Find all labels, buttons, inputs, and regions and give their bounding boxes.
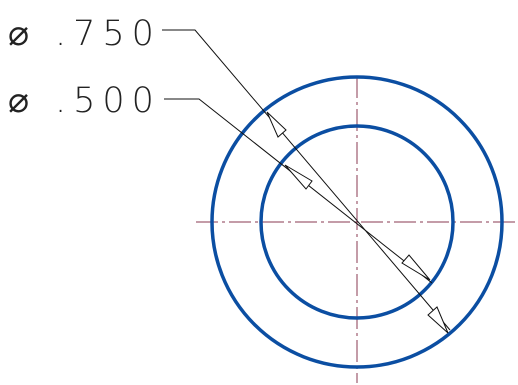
outer-circle: [210, 75, 504, 369]
arrowhead-750-upper: [266, 111, 287, 138]
dimension-label-750: ⌀ .750: [8, 14, 161, 54]
diameter-value-500: .500: [55, 81, 161, 121]
inner-circle: [259, 124, 455, 320]
leader-line-500: [164, 98, 433, 284]
arrowhead-500-upper: [284, 164, 313, 190]
arrowhead-750-lower: [427, 306, 449, 334]
arrowhead-500-lower: [401, 254, 431, 281]
diameter-symbol-500: ⌀: [8, 81, 36, 121]
diameter-value-750: .750: [55, 14, 161, 54]
dimension-label-500: ⌀ .500: [8, 81, 161, 121]
diameter-symbol-750: ⌀: [8, 14, 36, 54]
